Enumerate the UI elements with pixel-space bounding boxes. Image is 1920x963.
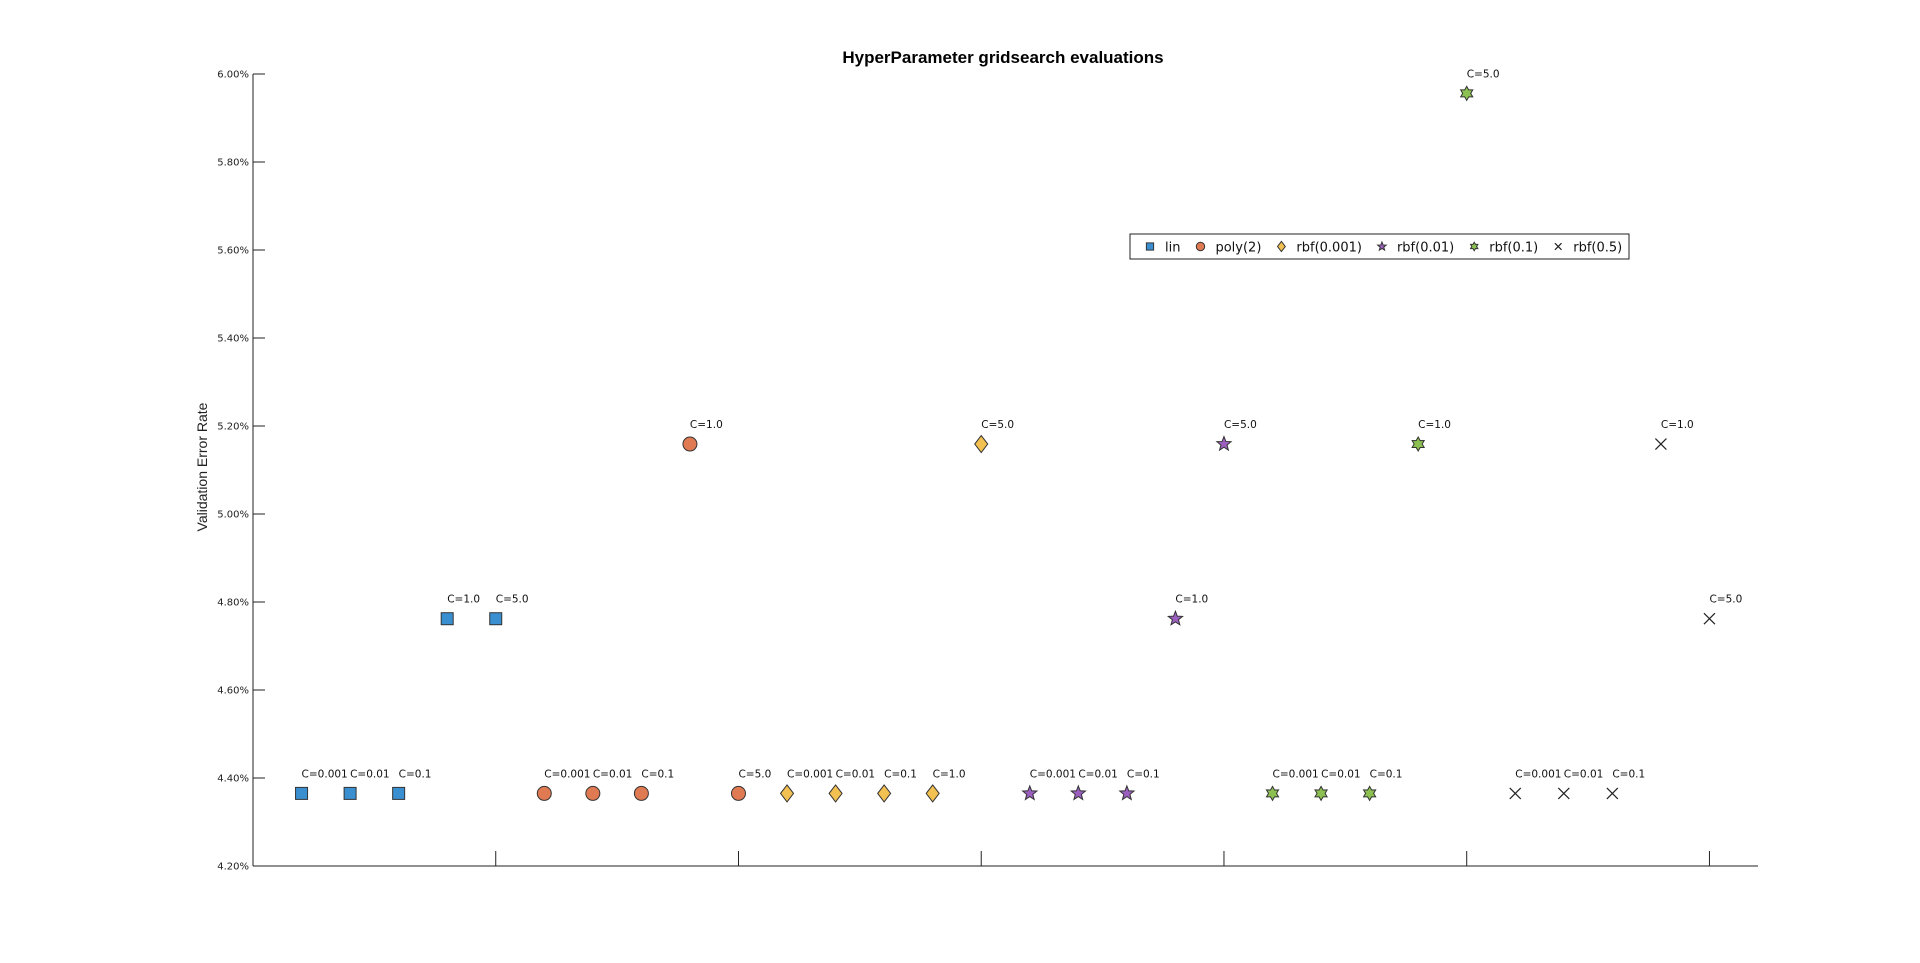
point-rbf-0-01 xyxy=(1069,784,1087,801)
point-rbf-0-01 xyxy=(1118,784,1136,801)
point-annotation: C=0.001 xyxy=(544,768,590,780)
y-tick-label: 4.80% xyxy=(217,598,249,609)
legend-entry-poly-2: poly(2) xyxy=(1215,241,1261,256)
data-points: C=0.001 C=0.01 C=0.1C=1.0 C=5.0C=0.001 C=0.0… xyxy=(295,68,1742,803)
point-annotation: C=5.0 xyxy=(981,419,1014,431)
legend-marker-rbf-0-1 xyxy=(1469,241,1479,252)
point-annotation: C=0.001 xyxy=(1515,768,1561,780)
point-poly-2 xyxy=(730,785,746,801)
point-rbf-0-001 xyxy=(779,784,795,803)
point-lin xyxy=(343,786,357,800)
y-axis-label: Validation Error Rate xyxy=(194,402,210,531)
x-ticks xyxy=(495,851,1710,866)
legend-marker-lin xyxy=(1145,242,1155,251)
point-rbf-0-001 xyxy=(974,434,989,454)
legend-marker-rbf-0-001 xyxy=(1276,240,1286,253)
point-lin xyxy=(392,786,406,800)
point-rbf-0-1 xyxy=(1265,785,1280,802)
y-tick-label: 5.00% xyxy=(217,510,249,521)
point-rbf-0-1 xyxy=(1411,436,1426,453)
point-annotation: C=1.0 xyxy=(1418,419,1451,431)
point-poly-2 xyxy=(633,785,649,801)
point-rbf-0-1 xyxy=(1459,85,1474,102)
point-rbf-0-01 xyxy=(1215,435,1233,452)
point-annotation: C=0.001 xyxy=(1273,768,1319,780)
point-annotation: C=5.0 xyxy=(1709,594,1742,606)
point-annotation: C=0.01 xyxy=(1078,768,1118,780)
point-annotation: C=1.0 xyxy=(447,594,480,606)
point-rbf-0-01 xyxy=(1166,609,1184,626)
legend-entry-lin: lin xyxy=(1165,241,1180,256)
y-tick-label: 5.80% xyxy=(217,158,249,169)
point-annotation: C=5.0 xyxy=(1224,419,1257,431)
point-rbf-0-001 xyxy=(925,784,940,803)
chart-title: HyperParameter gridsearch evaluations xyxy=(842,48,1163,67)
point-annotation: C=0.01 xyxy=(1321,768,1361,780)
point-rbf-0-01 xyxy=(1021,784,1039,801)
point-annotation: C=5.0 xyxy=(496,594,529,606)
y-tick-label: 4.20% xyxy=(217,862,249,873)
point-rbf-0-5 xyxy=(1703,612,1716,625)
point-annotation: C=0.001 xyxy=(787,768,833,780)
point-rbf-0-5 xyxy=(1654,438,1667,450)
y-tick-label: 6.00% xyxy=(217,70,249,81)
point-annotation: C=0.1 xyxy=(399,768,432,780)
point-poly-2 xyxy=(682,436,698,452)
legend: lin poly(2) rbf(0.001) rbf(0.01) rbf(0.1) rbf… xyxy=(1129,233,1630,260)
legend-marker-rbf-0-01 xyxy=(1376,240,1388,252)
point-rbf-0-1 xyxy=(1314,785,1329,802)
point-rbf-0-001 xyxy=(876,784,892,803)
point-annotation: C=0.001 xyxy=(302,768,348,780)
legend-marker-poly-2 xyxy=(1195,241,1206,252)
point-annotation: C=1.0 xyxy=(1661,419,1694,431)
point-annotation: C=0.1 xyxy=(1612,768,1645,780)
legend-entry-rbf-0-01: rbf(0.01) xyxy=(1397,241,1454,256)
y-tick-label: 5.40% xyxy=(217,334,249,345)
point-rbf-0-1 xyxy=(1362,785,1377,802)
y-tick-label: 4.40% xyxy=(217,774,249,785)
point-poly-2 xyxy=(536,785,552,801)
point-annotation: C=5.0 xyxy=(1467,68,1500,80)
point-rbf-0-5 xyxy=(1557,787,1570,800)
y-tick-label: 4.60% xyxy=(217,686,249,697)
point-annotation: C=0.01 xyxy=(836,768,876,780)
legend-entry-rbf-0-5: rbf(0.5) xyxy=(1573,241,1622,256)
point-annotation: C=0.01 xyxy=(1564,768,1604,780)
point-annotation: C=0.1 xyxy=(1127,768,1160,780)
y-ticks: 4.20% 4.40% 4.60% 4.80% 5.00% 5.20% 5.40% 5.60%… xyxy=(217,70,265,873)
point-annotation: C=0.1 xyxy=(884,768,917,780)
y-tick-label: 5.60% xyxy=(217,246,249,257)
point-annotation: C=0.01 xyxy=(350,768,390,780)
point-rbf-0-5 xyxy=(1606,787,1619,800)
y-tick-label: 5.20% xyxy=(217,422,249,433)
legend-entry-rbf-0-1: rbf(0.1) xyxy=(1489,241,1538,256)
point-rbf-0-5 xyxy=(1509,787,1522,800)
point-annotation: C=1.0 xyxy=(690,419,723,431)
point-lin xyxy=(440,612,454,626)
legend-marker-rbf-0-5 xyxy=(1554,242,1562,251)
point-annotation: C=0.1 xyxy=(1370,768,1403,780)
point-annotation: C=1.0 xyxy=(1175,594,1208,606)
point-annotation: C=0.001 xyxy=(1030,768,1076,780)
point-annotation: C=1.0 xyxy=(933,768,966,780)
point-rbf-0-001 xyxy=(828,784,843,803)
point-annotation: C=0.01 xyxy=(593,768,633,780)
legend-entry-rbf-0-001: rbf(0.001) xyxy=(1296,241,1362,256)
point-annotation: C=5.0 xyxy=(738,768,771,780)
point-annotation: C=0.1 xyxy=(641,768,674,780)
point-poly-2 xyxy=(585,785,601,801)
point-lin xyxy=(489,612,503,626)
point-lin xyxy=(295,786,309,800)
